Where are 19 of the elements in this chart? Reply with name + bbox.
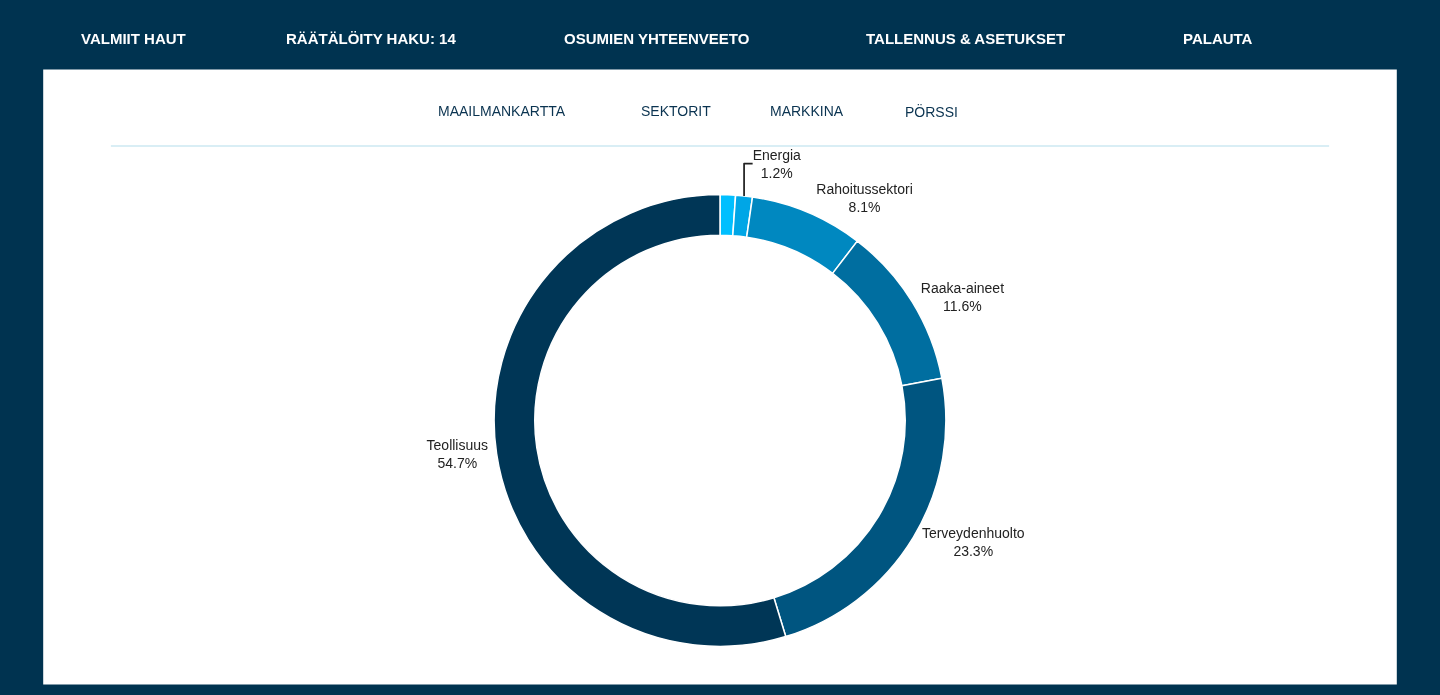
text: SEKTORIT	[641, 103, 712, 119]
text: VALMIIT HAUT	[81, 30, 186, 47]
slice-label: Terveydenhuolto	[921, 524, 1025, 541]
slice-label: Teollisuus	[426, 436, 489, 453]
text: OSUMIEN YHTEENVEETO	[564, 30, 750, 47]
slice-label: Raaka-aineet	[920, 280, 1005, 297]
text: TALLENNUS & ASETUKSET	[866, 30, 1066, 47]
text: PALAUTA	[1183, 30, 1253, 47]
text: PÖRSSI	[905, 103, 958, 120]
slice-label: Energia	[752, 146, 802, 163]
data-label: 54.7%	[437, 455, 478, 472]
data-label: 1.2%	[760, 164, 793, 181]
text: MAAILMANKARTTA	[438, 103, 566, 119]
data-label: 8.1%	[848, 198, 881, 215]
data-label: 23.3%	[953, 542, 994, 559]
text: RÄÄTÄLÖITY HAKU: 14	[286, 30, 457, 47]
text: MARKKINA	[770, 103, 844, 119]
slice-label: Rahoitussektori	[816, 180, 913, 197]
data-label: 11.6%	[943, 298, 982, 315]
